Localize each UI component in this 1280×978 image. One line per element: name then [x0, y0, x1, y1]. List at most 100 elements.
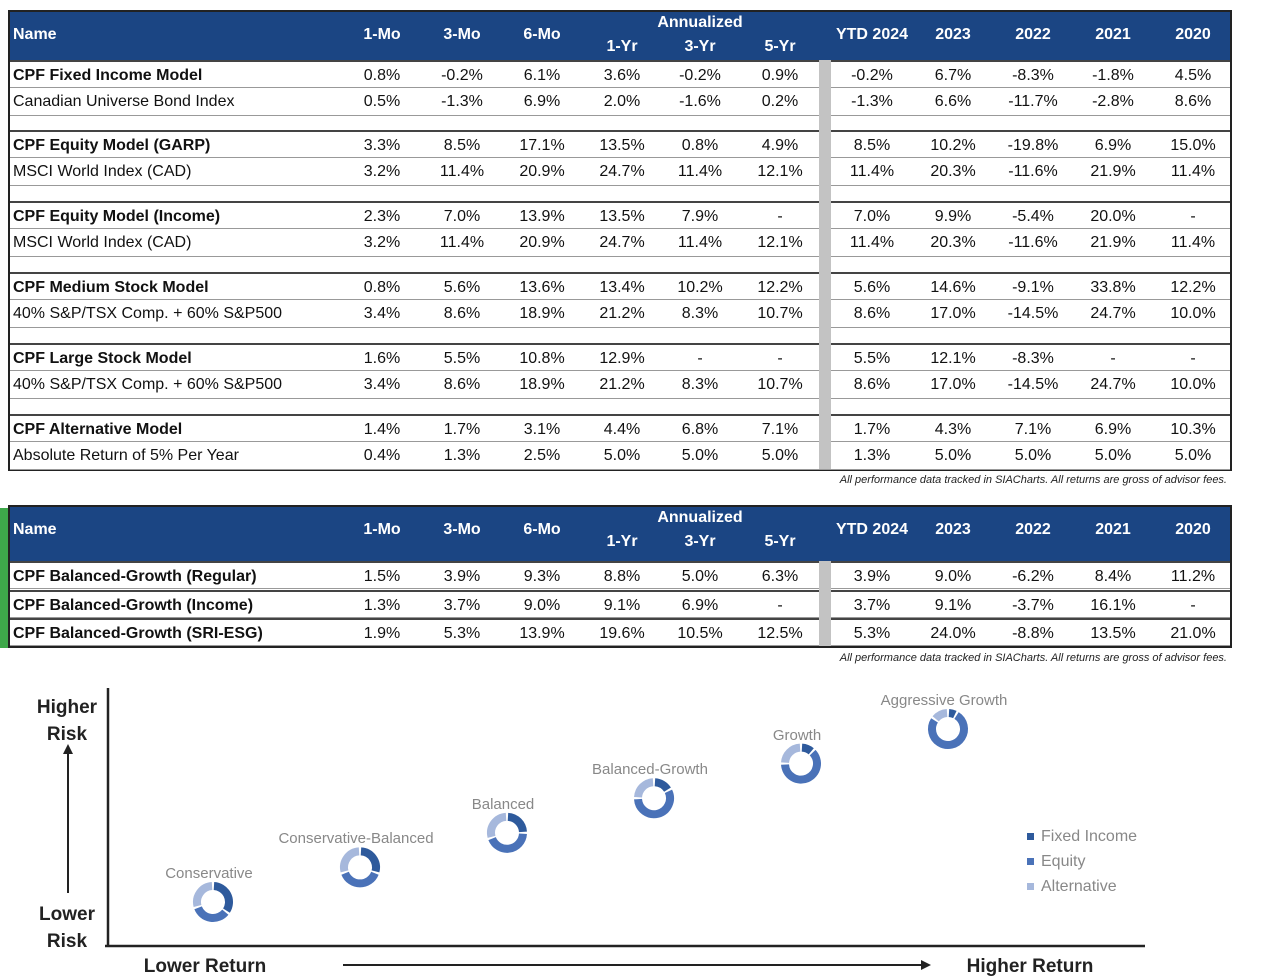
cell-value: 5.0% — [603, 447, 641, 464]
cell-value: 6.3% — [761, 568, 799, 585]
cell-value: 2.3% — [363, 208, 401, 225]
row-name: CPF Equity Model (GARP) — [13, 137, 211, 154]
table-row: CPF Balanced-Growth (Income) 1.3% 3.7% 9.0%… — [10, 589, 1230, 618]
cell-value: 6.9% — [523, 93, 561, 110]
y-label-bottom: Lower Risk — [39, 904, 95, 952]
cell-value: 12.1% — [757, 163, 803, 180]
cell-value: -1.6% — [679, 93, 721, 110]
cell-value: 15.0% — [1170, 137, 1216, 154]
cell-value: 17.0% — [930, 376, 976, 393]
header-col: YTD 2024 — [835, 521, 909, 538]
cell-value: -8.8% — [1012, 625, 1054, 642]
donut-slice-fixed-income — [801, 743, 814, 755]
header-col: 5-Yr — [764, 533, 796, 550]
cell-value: - — [1190, 350, 1196, 367]
cell-value: 20.9% — [519, 163, 565, 180]
cell-value: -2.8% — [1092, 93, 1134, 110]
chart-canvas — [63, 688, 1145, 970]
cell-value: - — [777, 596, 783, 614]
cell-value: 20.0% — [1090, 208, 1136, 225]
cell-value: 20.3% — [930, 234, 976, 251]
table-row: CPF Balanced-Growth (Regular) 1.5% 3.9% 9.3… — [10, 561, 1230, 589]
cell-value: 21.9% — [1090, 163, 1136, 180]
cell-value: 12.2% — [757, 279, 803, 296]
cell-value: 8.5% — [853, 137, 891, 154]
header-col: 1-Yr — [606, 38, 638, 55]
cell-value: 1.4% — [363, 421, 401, 438]
header-name: Name — [13, 26, 57, 43]
cell-value: -0.2% — [441, 67, 483, 84]
cell-value: 3.7% — [443, 596, 481, 614]
cell-value: 8.4% — [1094, 568, 1132, 585]
donut-slice-alternative — [932, 709, 948, 722]
cell-value: -0.2% — [679, 67, 721, 84]
cell-value: 5.5% — [853, 350, 891, 367]
cell-value: 8.5% — [443, 137, 481, 154]
cell-value: 5.6% — [443, 279, 481, 296]
cell-value: 9.9% — [934, 208, 972, 225]
table-row: Absolute Return of 5% Per Year 0.4% 1.3% 2.… — [10, 442, 1230, 470]
cell-value: 13.5% — [599, 208, 645, 225]
header-col: 2020 — [1175, 26, 1211, 43]
cell-value: 11.4% — [1170, 234, 1216, 251]
cell-value: - — [777, 208, 783, 225]
cell-value: 14.6% — [930, 279, 976, 296]
cell-value: 7.1% — [761, 421, 799, 438]
legend-alternative: Alternative — [1027, 878, 1117, 896]
cell-value: 24.0% — [930, 625, 976, 642]
cell-value: 33.8% — [1090, 279, 1136, 296]
cell-value: 12.2% — [1170, 279, 1216, 296]
row-name: Absolute Return of 5% Per Year — [13, 447, 239, 464]
point-label: Conservative — [165, 865, 253, 882]
cell-value: 0.2% — [761, 93, 799, 110]
cell-value: 13.4% — [599, 279, 645, 296]
cell-value: 1.9% — [363, 625, 401, 642]
row-name: Canadian Universe Bond Index — [13, 93, 235, 110]
model-performance-table: Name Annualized 1-Mo 3-Mo 6-Mo 1-Yr 3-Yr 5-Yr YT… — [8, 10, 1232, 471]
cell-value: 1.6% — [363, 350, 401, 367]
cell-value: 21.9% — [1090, 234, 1136, 251]
legend-equity: Equity — [1027, 853, 1085, 871]
cell-value: 10.2% — [930, 137, 976, 154]
cell-value: -19.8% — [1007, 137, 1059, 154]
cell-value: 8.3% — [681, 305, 719, 322]
balanced-growth-table: Name Annualized 1-Mo 3-Mo 6-Mo 1-Yr 3-Yr 5-Yr YT… — [8, 505, 1232, 648]
cell-value: 13.6% — [519, 279, 565, 296]
risk-arrow-head — [63, 744, 73, 754]
row-name: MSCI World Index (CAD) — [13, 163, 192, 180]
cell-value: 24.7% — [1090, 305, 1136, 322]
table-row: 40% S&P/TSX Comp. + 60% S&P500 3.4% 8.6% 18… — [10, 371, 1230, 399]
row-name: CPF Balanced-Growth (Regular) — [13, 568, 257, 585]
table-row: CPF Equity Model (Income) 2.3% 7.0% 13.9% 13… — [10, 201, 1230, 229]
cell-value: 8.6% — [1174, 93, 1212, 110]
green-accent-bar — [0, 508, 8, 648]
cell-value: 5.0% — [1094, 447, 1132, 464]
cell-value: 11.4% — [677, 234, 723, 251]
table2-footnote: All performance data tracked in SIAChart… — [839, 652, 1227, 664]
table-row: 40% S&P/TSX Comp. + 60% S&P500 3.4% 8.6% 18… — [10, 300, 1230, 328]
donut-slice-fixed-income — [507, 812, 527, 833]
cell-value: 11.2% — [1170, 568, 1216, 585]
header-annualized: Annualized — [657, 14, 743, 31]
header-col: YTD 2024 — [835, 26, 909, 43]
cell-value: 1.3% — [853, 447, 891, 464]
return-arrow-head — [921, 960, 931, 970]
header-col: 5-Yr — [764, 38, 796, 55]
cell-value: 1.3% — [443, 447, 481, 464]
cell-value: -1.3% — [851, 93, 893, 110]
cell-value: 3.2% — [363, 163, 401, 180]
cell-value: 8.8% — [603, 568, 641, 585]
cell-value: -11.7% — [1008, 93, 1058, 110]
point-label: Conservative-Balanced — [278, 830, 434, 848]
cell-value: 9.1% — [603, 596, 641, 614]
column-divider — [819, 561, 831, 646]
x-label-right: Higher Return — [966, 956, 1094, 977]
cell-value: - — [777, 350, 783, 367]
cell-value: 5.0% — [761, 447, 799, 464]
table-row: Canadian Universe Bond Index 0.5% -1.3% 6.9… — [10, 88, 1230, 116]
cell-value: 17.1% — [519, 137, 565, 154]
header-col: 2022 — [1015, 26, 1051, 43]
cell-value: -11.6% — [1008, 163, 1058, 180]
cell-value: -8.3% — [1012, 350, 1054, 367]
legend-swatch — [1027, 833, 1034, 841]
